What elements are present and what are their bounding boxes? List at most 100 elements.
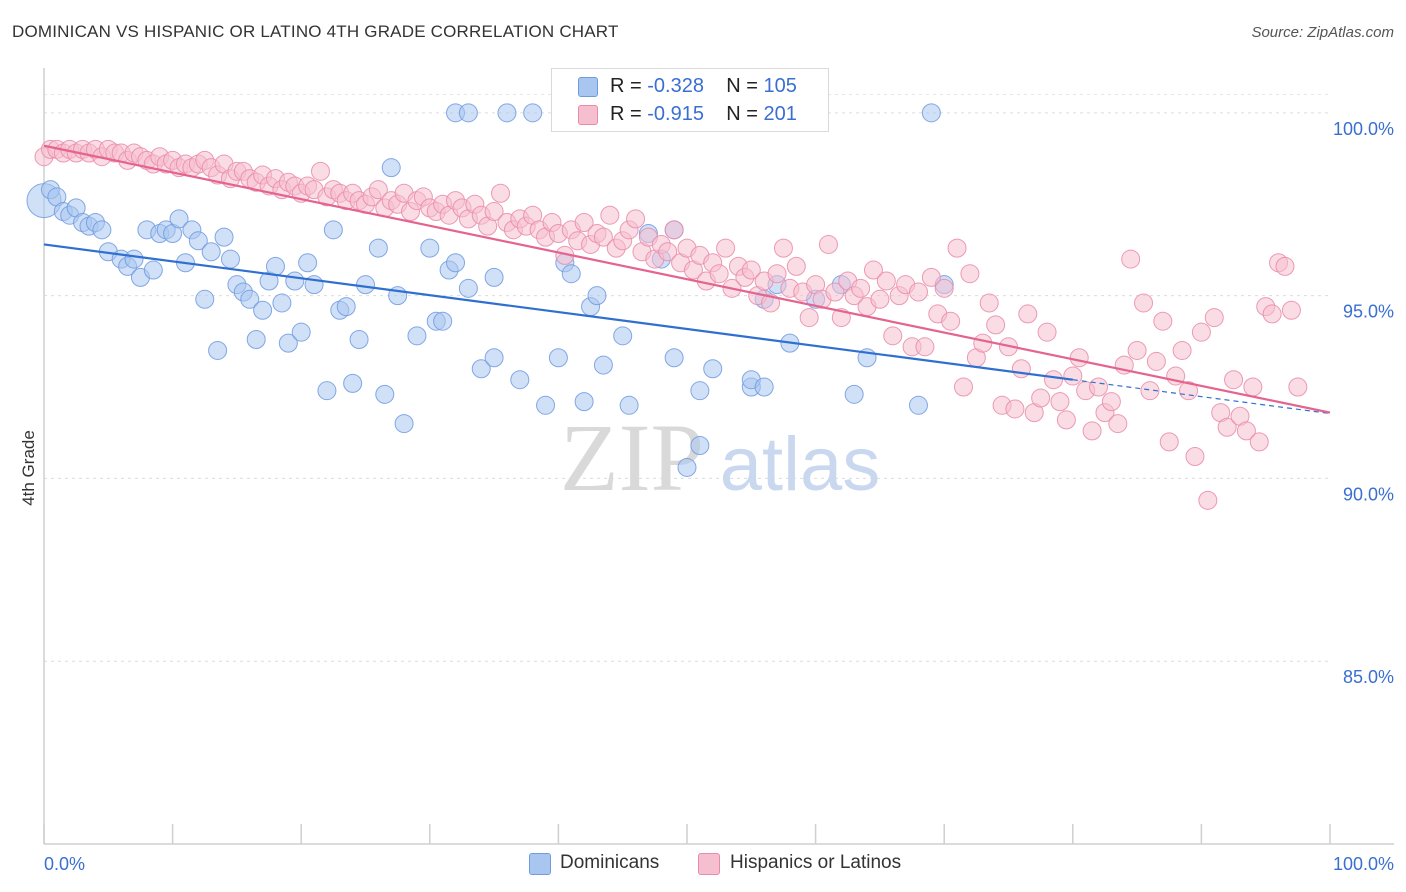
hispanic-point	[1217, 417, 1237, 437]
hispanic-point	[1056, 410, 1076, 430]
y-tick-label: 85.0%	[1343, 667, 1394, 687]
hispanic-point	[1262, 304, 1282, 324]
hispanic-point	[593, 227, 613, 247]
data-points	[26, 103, 1308, 510]
hispanic-point	[941, 311, 961, 331]
hispanic-point	[767, 264, 787, 284]
dominican-point	[921, 103, 941, 123]
watermark-atlas: atlas	[720, 422, 881, 507]
hispanic-point	[1031, 388, 1051, 408]
dominican-point	[561, 264, 581, 284]
hispanic-point	[799, 308, 819, 328]
hispanic-point	[1140, 381, 1160, 401]
hispanic-point	[960, 264, 980, 284]
dominican-point	[420, 238, 440, 258]
hispanic-point	[1134, 293, 1154, 313]
dominican-point	[690, 436, 710, 456]
hispanic-point	[368, 180, 388, 200]
dominican-point	[484, 348, 504, 368]
hispanic-point	[953, 377, 973, 397]
dominican-point	[349, 329, 369, 349]
watermark-zip: ZIP	[560, 404, 704, 511]
hispanic-point	[1198, 490, 1218, 510]
hispanic-point	[1191, 322, 1211, 342]
hispanic-point	[1249, 432, 1269, 452]
hispanic-point	[851, 278, 871, 298]
dominican-point	[593, 355, 613, 375]
dominican-point	[201, 242, 221, 262]
y-tick-labels: 85.0% 90.0% 95.0% 100.0%	[1333, 119, 1394, 687]
hispanic-point	[1127, 340, 1147, 360]
hispanic-point	[870, 289, 890, 309]
dominican-point	[497, 103, 517, 123]
dominican-point	[124, 249, 144, 269]
trend-lines	[43, 144, 1331, 415]
dominican-point	[368, 238, 388, 258]
bottom-legend-swatch-dominicans	[529, 853, 551, 875]
hispanic-point	[1050, 392, 1070, 412]
hispanic-point	[986, 315, 1006, 335]
dominican-point	[548, 348, 568, 368]
dominican-point	[484, 267, 504, 287]
y-tick-label: 100.0%	[1333, 119, 1394, 139]
dominican-point	[677, 457, 697, 477]
x-tick-label-min: 0.0%	[44, 854, 85, 874]
hispanic-point	[825, 282, 845, 302]
dominican-point	[458, 278, 478, 298]
hispanic-point	[1236, 421, 1256, 441]
legend-n-label: N =	[726, 103, 764, 125]
legend-r-label: R =	[610, 103, 648, 125]
dominican-point	[298, 253, 318, 273]
hispanic-point	[1281, 300, 1301, 320]
y-tick-label: 90.0%	[1343, 484, 1394, 504]
legend-n-label: N =	[726, 75, 764, 97]
hispanic-point	[1172, 340, 1192, 360]
legend-swatch-hispanics	[578, 105, 598, 125]
hispanic-point	[1018, 304, 1038, 324]
dominican-point	[143, 260, 163, 280]
dominican-trend-extension	[1072, 379, 1331, 415]
dominican-point	[754, 377, 774, 397]
legend-row-hispanics: R = -0.915 N = 201	[610, 103, 797, 126]
hispanic-point	[921, 267, 941, 287]
dominican-point	[458, 103, 478, 123]
dominican-point	[703, 359, 723, 379]
hispanic-point	[1243, 377, 1263, 397]
hispanic-point	[818, 234, 838, 254]
dominican-point	[285, 271, 305, 291]
dominican-point	[613, 326, 633, 346]
hispanic-point	[664, 220, 684, 240]
dominican-point	[523, 103, 543, 123]
hispanic-point	[716, 238, 736, 258]
dominican-point	[272, 293, 292, 313]
dominican-point	[433, 311, 453, 331]
hispanic-point	[973, 333, 993, 353]
dominican-point	[471, 359, 491, 379]
dominican-point	[188, 231, 208, 251]
dominican-point	[664, 348, 684, 368]
dominican-point	[265, 256, 285, 276]
dominican-point	[240, 289, 260, 309]
dominican-point	[394, 414, 414, 434]
hispanic-point	[484, 202, 504, 222]
dominican-point	[195, 289, 215, 309]
hispanic-point	[1185, 446, 1205, 466]
dominican-point	[690, 381, 710, 401]
hispanic-point	[1121, 249, 1141, 269]
source-label: Source: ZipAtlas.com	[1251, 24, 1394, 41]
hispanic-point	[863, 260, 883, 280]
hispanic-point	[786, 256, 806, 276]
dominican-point	[446, 253, 466, 273]
dominican-point	[214, 227, 234, 247]
hispanic-point	[1153, 311, 1173, 331]
legend-swatch-dominicans	[578, 77, 598, 97]
hispanic-point	[947, 238, 967, 258]
hispanic-point	[979, 293, 999, 313]
dominican-point	[844, 384, 864, 404]
x-tick-label-max: 100.0%	[1333, 854, 1394, 874]
legend-n-value: 105	[763, 75, 797, 97]
hispanic-point	[1224, 370, 1244, 390]
hispanic-point	[1011, 359, 1031, 379]
hispanic-point	[1089, 377, 1109, 397]
